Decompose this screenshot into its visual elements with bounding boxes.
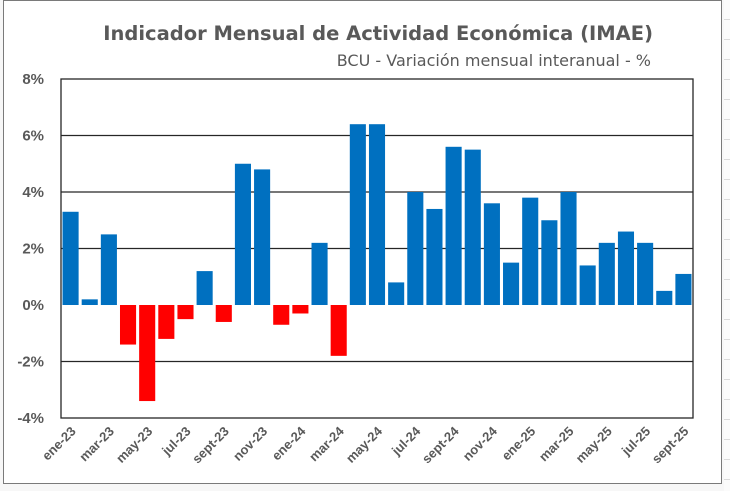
x-tick-label: jul-23	[158, 424, 193, 459]
bar-nov-24	[483, 203, 500, 305]
y-axis: -4% -2% 0% 2% 4% 6% 8%	[17, 71, 44, 427]
bar-feb-25	[541, 220, 558, 305]
bars	[62, 124, 692, 402]
y-tick-label: 8%	[22, 71, 44, 88]
bar-mar-23	[100, 234, 117, 306]
bar-abr-25	[579, 265, 596, 305]
x-tick-label: may-24	[343, 423, 386, 466]
bar-ene-24	[292, 305, 309, 314]
x-tick-label: mar-24	[306, 423, 347, 464]
bar-ene-25	[522, 197, 539, 305]
chart-subtitle: BCU - Variación mensual interanual - %	[337, 51, 651, 70]
bar-mar-25	[560, 192, 577, 305]
x-tick-label: mar-25	[536, 424, 577, 465]
bar-nov-23	[254, 169, 271, 305]
x-tick-label: may-23	[113, 424, 155, 466]
spreadsheet-background	[724, 0, 730, 491]
y-tick-label: 2%	[22, 241, 44, 258]
bar-jul-24	[407, 192, 424, 305]
bar-jun-23	[158, 305, 175, 339]
x-tick-label: jul-25	[618, 424, 653, 459]
bar-feb-23	[81, 299, 98, 305]
bar-mar-24	[330, 305, 347, 356]
x-tick-label: sept-23	[189, 424, 232, 467]
x-tick-label: sept-24	[419, 423, 462, 466]
bar-feb-24	[311, 242, 328, 305]
bar-sept-23	[215, 305, 232, 322]
bar-dic-23	[273, 305, 290, 325]
y-tick-label: -4%	[17, 410, 44, 427]
bar-may-24	[368, 124, 386, 305]
x-tick-label: nov-24	[460, 423, 501, 464]
bar-jul-23	[177, 305, 194, 320]
bar-abr-23	[119, 305, 137, 345]
chart-title: Indicador Mensual de Actividad Económica…	[103, 22, 653, 45]
y-tick-label: 6%	[22, 128, 44, 145]
bar-sept-25	[675, 273, 692, 305]
bar-ago-24	[426, 208, 443, 305]
x-tick-label: ene-24	[269, 423, 309, 463]
bar-may-23	[139, 305, 156, 402]
x-tick-label: jul-24	[388, 423, 424, 459]
bar-sept-24	[445, 146, 462, 305]
plot-area-border	[60, 78, 694, 419]
x-tick-label: mar-23	[76, 424, 117, 465]
bar-jul-25	[637, 242, 654, 305]
bar-oct-24	[464, 149, 481, 306]
x-tick-label: ene-25	[499, 424, 539, 464]
bar-may-25	[598, 242, 615, 305]
bar-ene-23	[62, 211, 79, 305]
bar-ago-25	[656, 290, 673, 306]
bar-oct-23	[234, 163, 251, 305]
x-tick-label: sept-25	[649, 424, 692, 467]
y-tick-label: 0%	[22, 297, 44, 314]
y-tick-label: -2%	[17, 354, 44, 371]
x-tick-label: ene-23	[39, 424, 79, 464]
bar-dic-24	[503, 262, 520, 306]
y-tick-label: 4%	[22, 184, 44, 201]
x-tick-label: nov-23	[230, 424, 270, 464]
bar-jun-24	[388, 282, 405, 305]
bar-ago-23	[196, 271, 213, 305]
x-tick-label: may-25	[573, 424, 615, 466]
bar-jun-25	[617, 231, 635, 305]
bar-abr-24	[349, 124, 366, 305]
